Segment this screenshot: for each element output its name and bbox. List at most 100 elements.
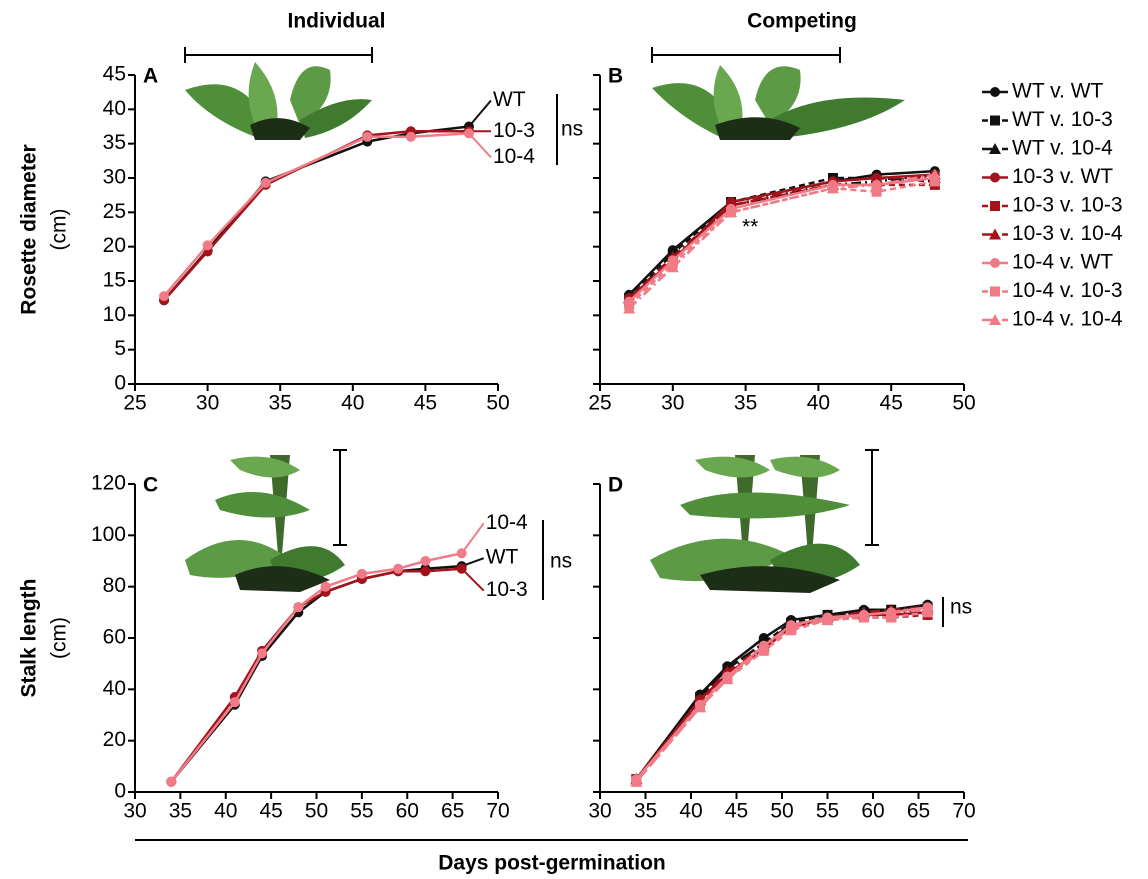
- y-tick-label: 0: [114, 372, 126, 395]
- marker: [928, 168, 941, 180]
- y-tick-label: 120: [91, 472, 126, 495]
- marker: [405, 131, 416, 142]
- x-tick-label: 35: [634, 800, 657, 823]
- panel-letter: A: [143, 65, 158, 88]
- y-tick-label: 60: [103, 626, 126, 649]
- y-tick-label: 10: [103, 303, 126, 326]
- marker: [826, 182, 839, 194]
- x-tick-label: 40: [214, 800, 237, 823]
- series-line: [628, 176, 935, 300]
- end-label: WT: [486, 546, 519, 569]
- y-tick-label: 80: [103, 574, 126, 597]
- panel-letter: D: [608, 474, 623, 497]
- marker: [989, 228, 1001, 240]
- y-tick-label: 40: [103, 677, 126, 700]
- x-tick-label: 60: [861, 800, 884, 823]
- marker: [293, 602, 304, 613]
- x-tick-label: 50: [770, 800, 793, 823]
- label-leader: [461, 557, 485, 568]
- marker: [356, 568, 367, 579]
- x-tick-label: 30: [661, 392, 684, 415]
- y-axis-label: Rosette diameter: [18, 144, 41, 314]
- label-leader: [468, 132, 492, 159]
- series-line: [163, 130, 469, 302]
- y-tick-label: 35: [103, 131, 126, 154]
- x-tick-label: 25: [123, 392, 146, 415]
- marker: [623, 302, 636, 314]
- annotation: ns: [561, 118, 583, 141]
- x-tick-label: 30: [588, 800, 611, 823]
- y-tick-label: 0: [114, 780, 126, 803]
- plant-illustration: [185, 449, 347, 592]
- marker: [320, 581, 331, 592]
- marker: [990, 115, 1000, 126]
- y-tick-label: 100: [91, 523, 126, 546]
- annotation: ns: [550, 550, 572, 573]
- y-tick-label: 40: [103, 97, 126, 120]
- marker: [393, 563, 404, 574]
- x-tick-label: 50: [952, 392, 975, 415]
- y-axis-unit: (cm): [48, 209, 71, 251]
- y-axis-label: Stalk length: [18, 578, 41, 697]
- end-label: 10-3: [486, 578, 528, 601]
- x-axis-label: Days post-germination: [438, 852, 666, 875]
- end-label: 10-4: [486, 511, 528, 534]
- marker: [757, 642, 770, 654]
- series-line: [628, 173, 936, 300]
- legend-label: 10-4 v. 10-3: [1012, 279, 1123, 302]
- legend-label: 10-3 v. WT: [1012, 165, 1113, 188]
- marker: [666, 261, 679, 273]
- series-line: [635, 608, 928, 783]
- marker: [871, 186, 882, 197]
- end-label: WT: [493, 88, 526, 111]
- marker: [921, 603, 934, 615]
- marker: [721, 673, 734, 685]
- marker: [989, 314, 1001, 325]
- series-line: [635, 611, 928, 783]
- marker: [257, 648, 268, 659]
- x-tick-label: 65: [907, 800, 930, 823]
- x-tick-label: 35: [169, 800, 192, 823]
- marker: [260, 177, 271, 188]
- x-tick-label: 60: [396, 800, 419, 823]
- legend-label: 10-4 v. 10-4: [1012, 308, 1123, 331]
- series-line: [163, 132, 470, 297]
- x-tick-label: 40: [341, 392, 364, 415]
- x-tick-label: 65: [441, 800, 464, 823]
- rosette-illustration: [184, 47, 373, 140]
- marker: [990, 201, 1000, 211]
- x-tick-label: 55: [816, 800, 839, 823]
- series-line: [628, 173, 935, 300]
- marker: [159, 291, 170, 302]
- panel-title: Competing: [747, 10, 857, 33]
- series-line: [635, 613, 928, 780]
- legend-label: 10-3 v. 10-3: [1012, 194, 1123, 217]
- y-axis-unit: (cm): [48, 617, 71, 659]
- marker: [694, 701, 707, 713]
- marker: [857, 608, 870, 620]
- y-tick-label: 45: [103, 63, 126, 86]
- marker: [420, 566, 431, 577]
- series-line: [635, 605, 928, 780]
- marker: [166, 776, 177, 787]
- x-tick-label: 45: [880, 392, 903, 415]
- marker: [885, 606, 898, 618]
- y-tick-label: 5: [114, 337, 126, 360]
- legend-label: 10-3 v. 10-4: [1012, 222, 1123, 245]
- y-tick-label: 20: [103, 234, 126, 257]
- series-line: [628, 183, 935, 303]
- x-tick-label: 70: [952, 800, 975, 823]
- marker: [725, 206, 738, 218]
- marker: [362, 131, 373, 142]
- y-tick-label: 30: [103, 166, 126, 189]
- marker: [990, 87, 1000, 97]
- y-tick-label: 20: [103, 728, 126, 751]
- marker: [821, 614, 834, 626]
- label-leader: [460, 522, 485, 554]
- marker: [990, 172, 1000, 183]
- series-line: [170, 552, 462, 783]
- label-leader: [460, 567, 485, 592]
- series-line: [170, 564, 462, 783]
- series-line: [170, 567, 462, 783]
